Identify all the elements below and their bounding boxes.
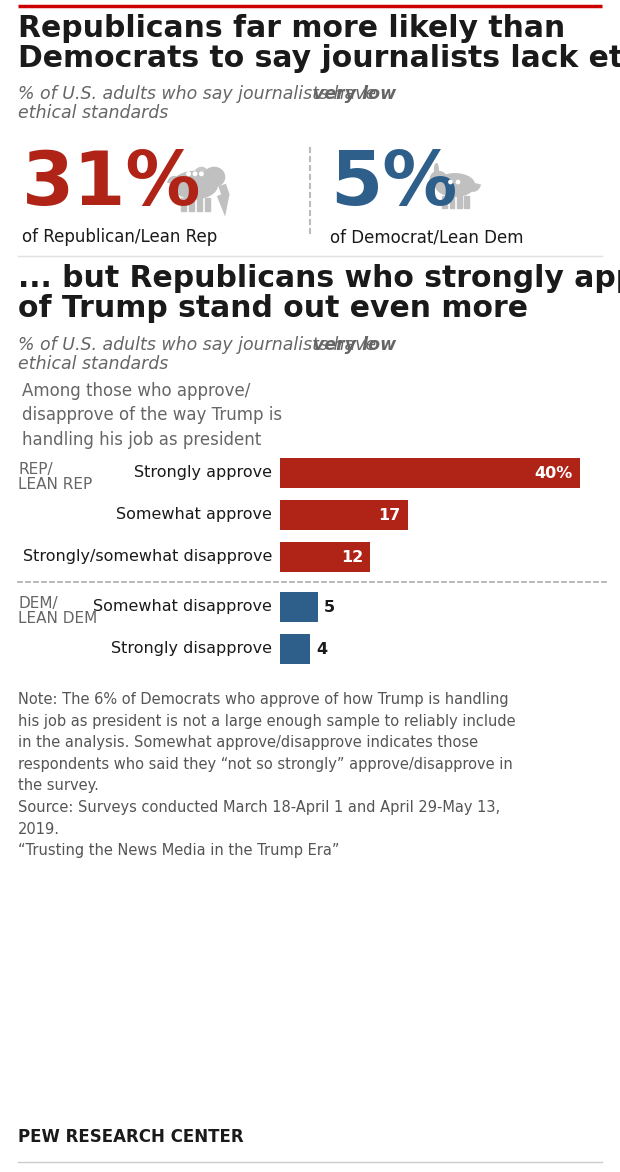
Text: PEW RESEARCH CENTER: PEW RESEARCH CENTER	[18, 1127, 244, 1146]
Text: 17: 17	[378, 507, 401, 523]
Text: Somewhat disapprove: Somewhat disapprove	[93, 600, 272, 614]
Ellipse shape	[172, 171, 218, 198]
Bar	[189, 198, 194, 211]
Circle shape	[187, 172, 190, 176]
Ellipse shape	[435, 164, 438, 175]
Text: 31%: 31%	[22, 148, 202, 222]
Text: ... but Republicans who strongly approve: ... but Republicans who strongly approve	[18, 264, 620, 293]
Bar	[197, 198, 202, 211]
Circle shape	[200, 172, 203, 176]
Circle shape	[449, 180, 452, 184]
Text: Note: The 6% of Democrats who approve of how Trump is handling
his job as presid: Note: The 6% of Democrats who approve of…	[18, 691, 516, 858]
Ellipse shape	[435, 173, 474, 196]
Bar	[280, 541, 370, 572]
Text: of Trump stand out even more: of Trump stand out even more	[18, 294, 528, 323]
Circle shape	[456, 180, 459, 184]
Bar	[280, 458, 580, 488]
Text: of Republican/Lean Rep: of Republican/Lean Rep	[22, 229, 217, 246]
Text: LEAN REP: LEAN REP	[18, 477, 92, 492]
Text: 40%: 40%	[534, 465, 573, 481]
Bar	[280, 592, 317, 622]
Text: 5: 5	[324, 600, 335, 614]
Text: 4: 4	[316, 641, 327, 656]
Text: Strongly/somewhat disapprove: Strongly/somewhat disapprove	[22, 550, 272, 565]
Text: DEM/: DEM/	[18, 597, 58, 611]
Text: Democrats to say journalists lack ethics: Democrats to say journalists lack ethics	[18, 45, 620, 73]
Text: REP/: REP/	[18, 462, 53, 477]
Circle shape	[193, 172, 197, 176]
Bar	[181, 198, 187, 211]
Text: % of U.S. adults who say journalists have: % of U.S. adults who say journalists hav…	[18, 336, 382, 354]
Bar	[458, 196, 462, 207]
Text: Strongly approve: Strongly approve	[134, 465, 272, 481]
Ellipse shape	[194, 168, 208, 183]
Ellipse shape	[204, 168, 224, 186]
Text: ethical standards: ethical standards	[18, 355, 168, 373]
Text: % of U.S. adults who say journalists have: % of U.S. adults who say journalists hav…	[18, 86, 382, 103]
Text: LEAN DEM: LEAN DEM	[18, 611, 97, 626]
Text: 12: 12	[341, 550, 363, 565]
Text: Somewhat approve: Somewhat approve	[116, 507, 272, 523]
Text: of Democrat/Lean Dem: of Democrat/Lean Dem	[330, 229, 523, 246]
Text: very low: very low	[313, 86, 396, 103]
Bar	[450, 196, 454, 207]
Text: very low: very low	[313, 336, 396, 354]
Text: Strongly disapprove: Strongly disapprove	[111, 641, 272, 656]
Text: ethical standards: ethical standards	[18, 104, 168, 122]
Text: Among those who approve/
disapprove of the way Trump is
handling his job as pres: Among those who approve/ disapprove of t…	[22, 382, 282, 449]
Ellipse shape	[430, 171, 447, 186]
Bar	[464, 196, 469, 207]
Bar	[205, 198, 210, 211]
Bar	[280, 500, 407, 530]
Text: Republicans far more likely than: Republicans far more likely than	[18, 14, 565, 43]
Text: 5%: 5%	[330, 148, 458, 222]
Bar	[280, 634, 310, 665]
Bar	[442, 196, 447, 207]
